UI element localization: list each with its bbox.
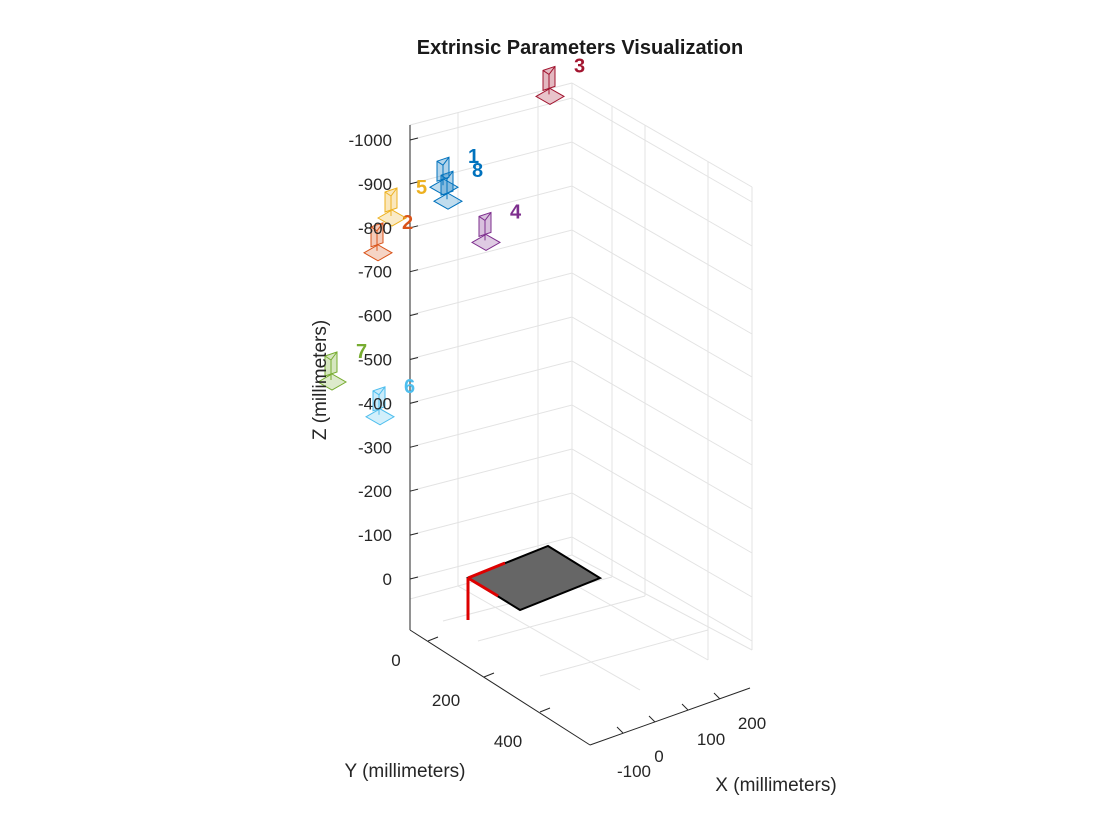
axes: [409, 125, 751, 746]
camera-6: 6: [364, 376, 415, 426]
camera-edges: [372, 386, 386, 415]
z-tick-label: -600: [358, 307, 392, 326]
camera-label: 3: [574, 55, 585, 77]
z-tick-mark: [409, 225, 419, 229]
camera-label: 5: [416, 177, 427, 199]
camera-edges: [478, 212, 492, 241]
camera-frustum: [316, 373, 348, 391]
z-tick-mark: [409, 444, 419, 448]
z-tick-mark: [409, 137, 419, 141]
z-tick-mark: [409, 576, 419, 580]
z-axis-label: Z (millimeters): [310, 320, 331, 440]
calibration-board: [465, 544, 603, 620]
camera-frustum: [432, 192, 464, 210]
x-tick-label: 0: [654, 747, 663, 766]
camera-edges: [542, 66, 556, 95]
x-tick-label: 100: [697, 730, 725, 749]
z-tick-labels: -1000-900-800-700-600-500-400-300-200-10…: [349, 131, 392, 589]
camera-2: 2: [362, 212, 413, 262]
camera-label: 4: [510, 201, 522, 223]
y-tick-label: 0: [391, 651, 400, 670]
camera-edges: [440, 170, 454, 200]
y-tick-label: 200: [432, 691, 460, 710]
x-tick-labels: -1000 100 200: [617, 714, 766, 781]
z-tick-mark: [409, 181, 419, 185]
z-tick-mark: [409, 269, 419, 273]
camera-label: 8: [472, 160, 483, 182]
camera-4: 4: [470, 201, 522, 251]
y-axis-label: Y (millimeters): [344, 761, 465, 782]
x-axis-label: X (millimeters): [715, 775, 836, 796]
z-tick-label: -1000: [349, 131, 392, 150]
z-tick-label: -700: [358, 263, 392, 282]
y-tick-label: 400: [494, 732, 522, 751]
z-tick-label: -500: [358, 351, 392, 370]
camera-1: 1: [428, 146, 479, 196]
z-tick-label: -300: [358, 438, 392, 457]
z-tick-label: 0: [383, 570, 392, 589]
origin-x-axis: [467, 561, 506, 580]
camera-frustum: [428, 178, 460, 196]
grid: [409, 82, 753, 691]
camera-edges: [324, 351, 338, 380]
y-tick-labels: 0 200 400: [391, 651, 522, 751]
camera-edges: [384, 187, 398, 216]
camera-label: 1: [468, 146, 479, 168]
camera-frustum: [362, 244, 394, 262]
camera-frustum: [470, 233, 502, 251]
camera-5: 5: [376, 177, 427, 227]
z-tick-label: -400: [358, 394, 392, 413]
camera-frustum: [376, 209, 408, 227]
camera-label: 2: [402, 212, 413, 234]
camera-label: 6: [404, 376, 415, 398]
camera-3: 3: [534, 55, 585, 105]
z-tick-label: -900: [358, 175, 392, 194]
z-tick-label: -100: [358, 526, 392, 545]
z-tick-mark: [409, 357, 419, 360]
camera-8: 8: [432, 160, 483, 210]
x-tick-label: -100: [617, 762, 651, 781]
origin-y-axis: [467, 576, 499, 598]
chart-title: Extrinsic Parameters Visualization: [417, 37, 743, 59]
camera-7: 7: [316, 341, 367, 391]
camera-frustum: [534, 87, 566, 105]
camera-edges: [370, 222, 384, 251]
z-tick-label: -200: [358, 482, 392, 501]
camera-edges: [436, 156, 450, 186]
z-tick-mark: [409, 313, 419, 317]
cameras: 1 2 3 4 5 6 7 8: [316, 55, 585, 426]
z-tick-mark: [409, 488, 419, 492]
x-tick-label: 200: [738, 714, 766, 733]
camera-frustum: [364, 408, 396, 426]
camera-label: 7: [356, 341, 367, 363]
z-tick-mark: [409, 532, 419, 536]
z-tick-label: -800: [358, 219, 392, 238]
z-tick-mark: [409, 400, 419, 404]
